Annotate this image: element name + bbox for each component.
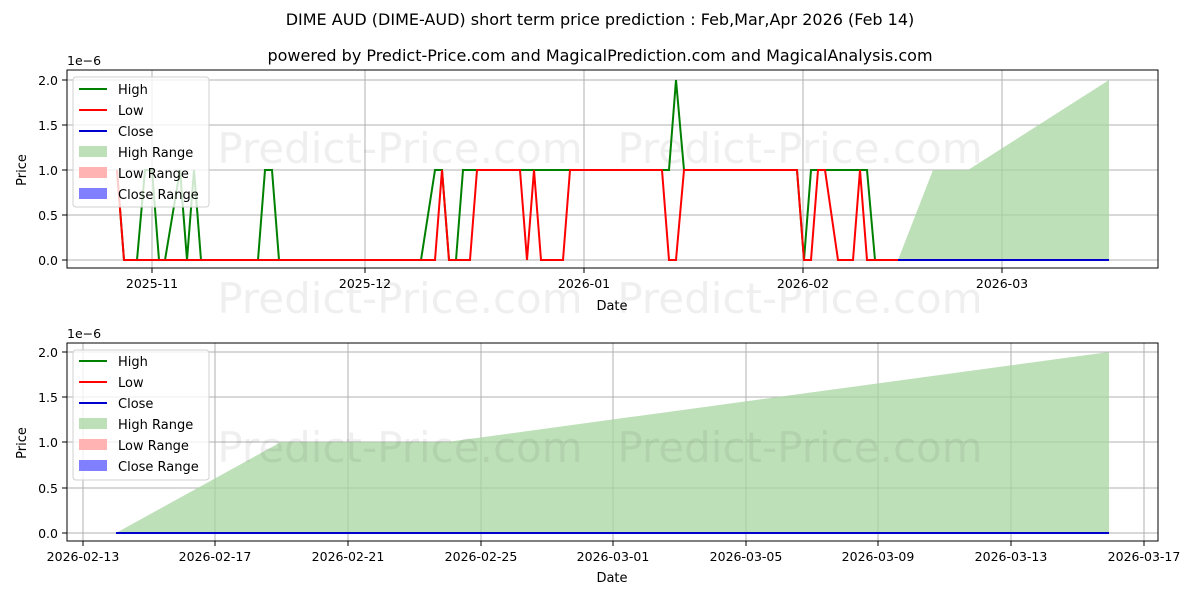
y-tick-label: 0.5 [38,208,58,223]
watermark: Predict-Price.com [217,124,582,173]
y-tick-label: 0.5 [38,481,58,496]
watermark: Predict-Price.com [217,423,582,472]
bottom-chart: Predict-Price.com Predict-Price.com 0.0 … [15,326,1180,586]
high-range-area [116,352,1109,533]
x-tick-label: 2026-03-01 [577,549,650,564]
chart-title: DIME AUD (DIME-AUD) short term price pre… [285,10,915,29]
chart-subtitle: powered by Predict-Price.com and Magical… [267,46,933,65]
watermark: Predict-Price.com [617,423,982,472]
x-tick-label: 2026-02-17 [179,549,252,564]
y-tick-label: 1.5 [38,390,58,405]
y-tick-label: 0.0 [38,253,58,268]
y-tick-label: 2.0 [38,345,58,360]
top-frame [66,69,1159,269]
x-tick-label: 2026-03-05 [710,549,783,564]
y-tick-label: 1.5 [38,118,58,133]
y-tick-label: 0.0 [38,526,58,541]
legend-close: Close [118,397,153,412]
x-tick-label: 2026-03-17 [1108,549,1181,564]
y-axis-label: Price [15,154,30,186]
watermark: Predict-Price.com [217,274,582,323]
watermark: Predict-Price.com [617,124,982,173]
x-tick-label: 2026-02-21 [312,549,385,564]
legend-low: Low [118,376,144,391]
x-tick-label: 2026-03-09 [842,549,915,564]
x-axis-label: Date [596,299,627,314]
y-tick-label: 1.0 [38,163,58,178]
x-tick-label: 2026-01 [558,276,610,291]
legend-close-range: Close Range [118,460,199,475]
legend-high: High [118,83,148,98]
watermark: Predict-Price.com [617,274,982,323]
y-scale-label: 1e−6 [67,53,101,68]
legend-low: Low [118,104,144,119]
legend-low-range-swatch [79,167,107,178]
y-scale-label: 1e−6 [67,326,101,341]
top-legend: High Low Close High Range Low Range Clos… [72,76,210,208]
x-tick-label: 2026-02 [777,276,829,291]
legend-close-range-swatch [79,188,107,199]
legend-close-range-swatch [79,460,107,471]
x-tick-label: 2026-02-13 [47,549,120,564]
x-tick-label: 2026-03 [976,276,1028,291]
top-chart: Predict-Price.com Predict-Price.com 0.0 … [15,53,1159,323]
legend-low-range: Low Range [118,439,189,454]
x-axis-label: Date [596,571,627,586]
legend-high-range-swatch [79,146,107,157]
high-range-area [898,80,1109,260]
legend-close: Close [118,125,153,140]
x-tick-label: 2025-12 [339,276,391,291]
legend-close-range: Close Range [118,188,199,203]
x-tick-label: 2026-03-13 [975,549,1048,564]
low-line [116,169,898,261]
y-tick-label: 2.0 [38,73,58,88]
x-tick-label: 2026-02-25 [445,549,518,564]
legend-low-range: Low Range [118,167,189,182]
legend-high-range: High Range [118,418,193,433]
legend-high: High [118,355,148,370]
legend-high-range-swatch [79,418,107,429]
y-axis-label: Price [15,427,30,459]
x-tick-label: 2025-11 [126,276,178,291]
bottom-legend: High Low Close High Range Low Range Clos… [72,349,210,481]
legend-low-range-swatch [79,439,107,450]
legend-high-range: High Range [118,146,193,161]
y-tick-label: 1.0 [38,435,58,450]
